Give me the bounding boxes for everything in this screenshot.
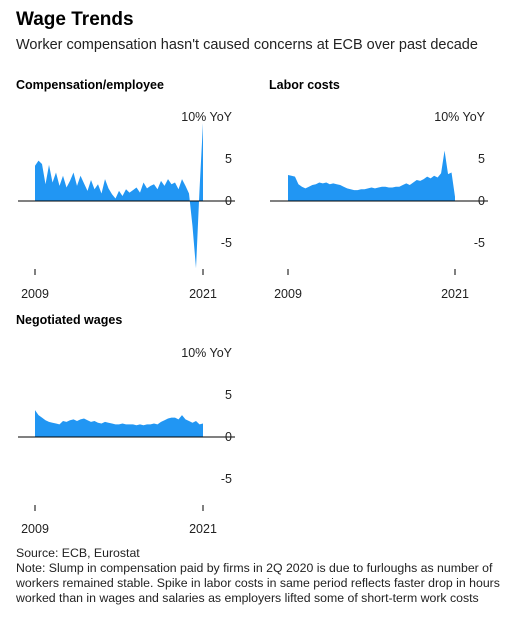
y-tick-label: 0 <box>225 194 232 208</box>
y-tick-label: -5 <box>221 472 232 486</box>
panel-title-compensation: Compensation/employee <box>16 78 164 92</box>
y-tick-label: 5 <box>225 152 232 166</box>
source-note: Source: ECB, Eurostat <box>16 546 140 560</box>
y-tick-label: -5 <box>221 236 232 250</box>
x-tick-label: 2021 <box>441 287 469 301</box>
x-tick-label: 2021 <box>189 287 217 301</box>
y-tick-label: 10% YoY <box>434 110 485 124</box>
chart-footer: Source: ECB, Eurostat Note: Slump in com… <box>16 546 510 606</box>
chart-subtitle: Worker compensation hasn't caused concer… <box>16 37 478 53</box>
x-tick-label: 2009 <box>21 287 49 301</box>
y-tick-label: 0 <box>478 194 485 208</box>
chart-title: Wage Trends <box>16 9 134 30</box>
y-tick-label: 10% YoY <box>181 346 232 360</box>
y-tick-label: 10% YoY <box>181 110 232 124</box>
series-area <box>35 122 203 269</box>
footnote: Note: Slump in compensation paid by firm… <box>16 561 500 605</box>
x-tick-label: 2021 <box>189 522 217 536</box>
y-tick-label: 0 <box>225 430 232 444</box>
series-area <box>35 410 203 437</box>
y-tick-label: 5 <box>478 152 485 166</box>
y-tick-label: -5 <box>474 236 485 250</box>
panel-title-labor-costs: Labor costs <box>269 78 340 92</box>
series-area <box>288 150 455 201</box>
y-tick-label: 5 <box>225 388 232 402</box>
x-tick-label: 2009 <box>21 522 49 536</box>
x-tick-label: 2009 <box>274 287 302 301</box>
panel-title-negotiated-wages: Negotiated wages <box>16 313 123 327</box>
